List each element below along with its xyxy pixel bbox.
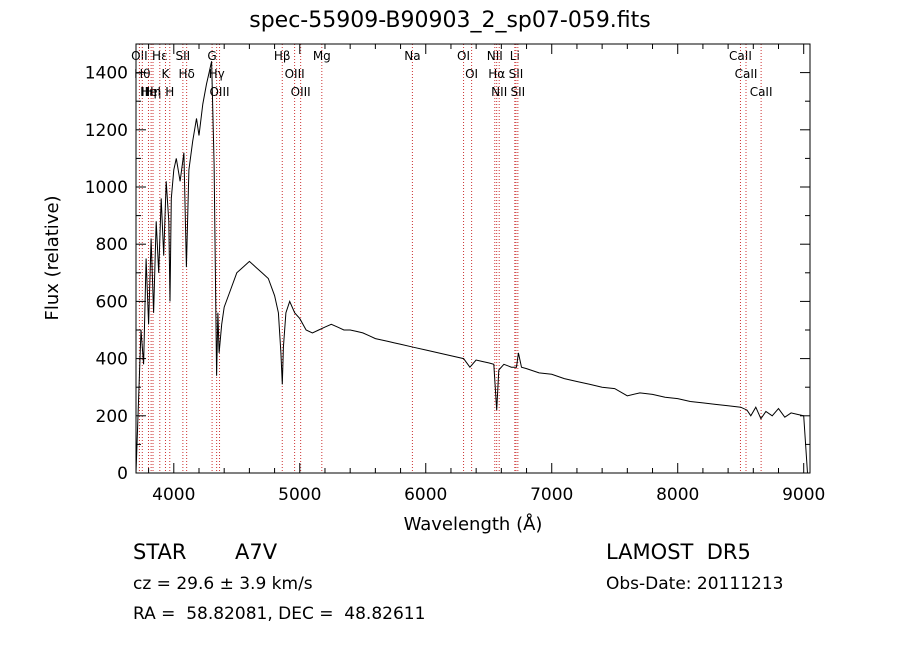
plot-frame bbox=[135, 43, 811, 474]
y-tick-label: 1000 bbox=[85, 178, 128, 198]
line-marker-label: HeI bbox=[141, 85, 161, 99]
line-marker-label: Hγ bbox=[209, 67, 225, 81]
line-marker-label: Na bbox=[404, 49, 420, 63]
spectrum-series-layer bbox=[135, 61, 808, 474]
x-tick-label: 9000 bbox=[782, 485, 825, 505]
line-marker-layer: OIIHθHηHeIHηHεKHSIIHδGHγOIIIHβOIIIOIIIMg… bbox=[131, 44, 773, 473]
x-axis-label: Wavelength (Å) bbox=[404, 513, 543, 535]
line-marker-label: Hβ bbox=[274, 49, 291, 63]
y-tick-label: 200 bbox=[96, 407, 128, 427]
line-marker-label: CaII bbox=[729, 49, 752, 63]
line-marker-label: H bbox=[165, 85, 174, 99]
line-marker-label: OIII bbox=[285, 67, 305, 81]
object-class: STAR bbox=[133, 540, 187, 564]
line-marker-label: OIII bbox=[209, 85, 229, 99]
y-tick-label: 600 bbox=[96, 292, 128, 312]
line-marker-label: Li bbox=[510, 49, 520, 63]
observation-date: Obs-Date: 20111213 bbox=[606, 574, 784, 594]
line-marker-label: G bbox=[207, 49, 216, 63]
line-marker-label: OII bbox=[131, 49, 148, 63]
line-marker-label: OIII bbox=[291, 85, 311, 99]
y-tick-label: 1400 bbox=[85, 64, 128, 84]
line-marker-label: K bbox=[162, 67, 171, 81]
line-marker-label: CaII bbox=[750, 85, 773, 99]
y-tick-label: 400 bbox=[96, 350, 128, 370]
line-marker-label: Hδ bbox=[178, 67, 194, 81]
object-subclass: A7V bbox=[235, 540, 278, 564]
x-tick-label: 7000 bbox=[530, 485, 573, 505]
line-marker-label: Hε bbox=[152, 49, 168, 63]
line-marker-label: SII bbox=[509, 67, 524, 81]
redshift-cz: cz = 29.6 ± 3.9 km/s bbox=[133, 574, 313, 594]
line-marker-label: Hθ bbox=[134, 67, 150, 81]
line-marker-label: SII bbox=[510, 85, 525, 99]
line-marker-label: OI bbox=[457, 49, 470, 63]
x-tick-label: 4000 bbox=[152, 485, 195, 505]
line-marker-label: OI bbox=[465, 67, 478, 81]
y-tick-label: 0 bbox=[117, 464, 128, 484]
line-marker-label: Mg bbox=[313, 49, 331, 63]
y-tick-label: 1200 bbox=[85, 121, 128, 141]
y-axis-label: Flux (relative) bbox=[42, 195, 63, 320]
line-marker-label: NII bbox=[491, 85, 507, 99]
chart-title: spec-55909-B90903_2_sp07-059.fits bbox=[249, 8, 651, 33]
line-marker-label: Hα bbox=[488, 67, 505, 81]
ra-dec-coordinates: RA = 58.82081, DEC = 48.82611 bbox=[133, 604, 426, 624]
x-tick-label: 6000 bbox=[404, 485, 447, 505]
survey-label: LAMOST DR5 bbox=[606, 540, 751, 564]
line-marker-label: NII bbox=[487, 49, 503, 63]
spectrum-line bbox=[135, 61, 808, 474]
line-marker-label: CaII bbox=[735, 67, 758, 81]
tick-layer: 4000 5000 6000 7000 8000 9000 0 200 400 600 800 100… bbox=[85, 44, 825, 505]
x-tick-label: 8000 bbox=[656, 485, 699, 505]
x-tick-label: 5000 bbox=[278, 485, 321, 505]
line-marker-label: SII bbox=[176, 49, 191, 63]
y-tick-label: 800 bbox=[96, 235, 128, 255]
line-marker-label: Hη bbox=[145, 85, 162, 99]
